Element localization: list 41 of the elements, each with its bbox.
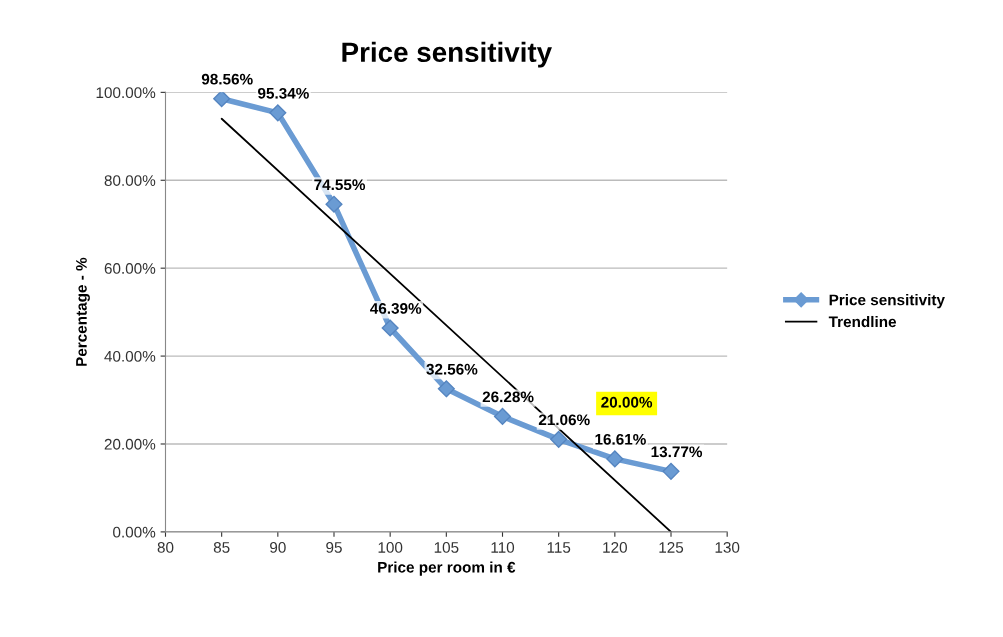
point [213,92,231,108]
x-tick-label: 100 [378,542,403,553]
x-tick-label: 115 [547,542,571,553]
y-tick-label: 0.00% [113,526,156,538]
x-tick-label: 130 [715,542,740,553]
point [662,462,680,480]
y-tick-label: 80.00% [104,175,156,186]
data-label: 16.61% [595,433,646,445]
x-tick-label: 105 [434,542,459,553]
data-label: 46.39% [370,303,422,314]
point [606,450,624,468]
x-axis-title: Price per room in € [378,561,516,576]
data-label: 32.56% [426,363,478,375]
data-label: 74.55% [314,179,366,191]
point [269,104,287,122]
point [493,407,512,425]
point [381,319,399,337]
legend-label: Price sensitivity [829,294,945,309]
data-label: 13.77% [651,446,703,458]
y-axis-title: Percentage - % [76,257,90,366]
data-label: 26.28% [482,391,534,403]
x-tick-label: 85 [213,542,230,553]
data-label: 21.06% [538,414,590,426]
y-tick-label: 40.00% [104,350,156,362]
point [437,380,455,398]
legend-label: Trendline [828,315,897,328]
data-label: 98.56% [201,73,253,85]
x-tick-label: 95 [326,542,342,553]
y-tick-label: 20.00% [104,438,156,450]
x-tick-label: 90 [270,542,286,553]
x-tick-label: 80 [157,542,174,553]
x-tick-label: 110 [491,542,515,553]
annotation: 20.00% [601,396,653,408]
data-label: 95.34% [258,87,309,99]
x-tick-label: 120 [603,542,627,553]
chart-title: Price sensitivity [342,41,552,68]
point [550,430,568,448]
point [325,195,343,213]
y-tick-label: 60.00% [104,263,156,274]
x-tick-label: 125 [659,542,684,553]
y-tick-label: 100.00% [96,87,156,99]
